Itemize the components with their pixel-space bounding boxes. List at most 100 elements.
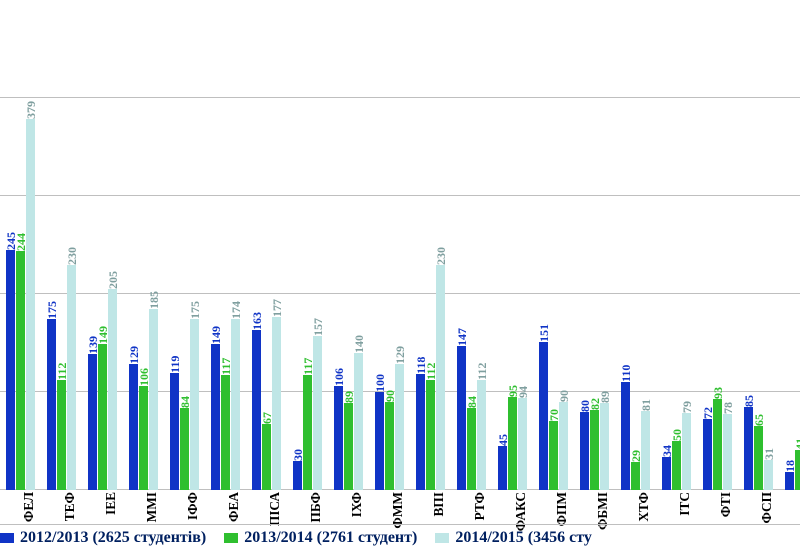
bar-value-label: 149 bbox=[210, 326, 222, 344]
bar-value-label: 175 bbox=[46, 301, 58, 319]
bar-value-label: 112 bbox=[425, 363, 437, 380]
bar-value-label: 29 bbox=[630, 450, 642, 462]
legend-swatch bbox=[0, 533, 14, 543]
bar: 117 bbox=[221, 375, 230, 490]
bar: 29 bbox=[631, 462, 640, 490]
bar: 140 bbox=[354, 353, 363, 490]
bar-group: 184161 bbox=[779, 0, 800, 490]
legend-item: 2013/2014 (2761 студент) bbox=[224, 529, 417, 547]
bar: 119 bbox=[170, 373, 179, 490]
bar-groups: 2452443791751122301391492051291061851198… bbox=[0, 0, 800, 490]
category-label: ФЕА bbox=[226, 492, 242, 522]
bar-group: 1517090 bbox=[533, 0, 574, 490]
bar: 90 bbox=[559, 402, 568, 490]
category-label: РТФ bbox=[472, 492, 488, 520]
bar-value-label: 157 bbox=[312, 318, 324, 336]
bar: 30 bbox=[293, 461, 302, 490]
bar: 230 bbox=[436, 265, 445, 490]
legend-label: 2014/2015 (3456 сту bbox=[455, 529, 592, 547]
category-label: ФЕЛ bbox=[21, 492, 37, 522]
bar: 245 bbox=[6, 250, 15, 490]
bar: 50 bbox=[672, 441, 681, 490]
bar: 177 bbox=[272, 317, 281, 490]
bar-group: 1102981 bbox=[615, 0, 656, 490]
bar: 89 bbox=[600, 403, 609, 490]
bar: 117 bbox=[303, 375, 312, 490]
bar: 84 bbox=[467, 408, 476, 490]
bar: 175 bbox=[47, 319, 56, 491]
bar-value-label: 45 bbox=[497, 434, 509, 446]
bar-value-label: 81 bbox=[640, 399, 652, 411]
bar-value-label: 65 bbox=[753, 414, 765, 426]
bar-value-label: 230 bbox=[66, 247, 78, 265]
bar: 90 bbox=[385, 402, 394, 490]
bar: 149 bbox=[98, 344, 107, 490]
category-label: ФСП bbox=[759, 492, 775, 523]
bar-group: 118112230 bbox=[410, 0, 451, 490]
bar-value-label: 129 bbox=[394, 346, 406, 364]
category-label: ПІСА bbox=[267, 492, 283, 526]
bar: 139 bbox=[88, 354, 97, 490]
category-label: ФТІ bbox=[718, 492, 734, 517]
bar-group: 856531 bbox=[738, 0, 779, 490]
bar-value-label: 94 bbox=[517, 386, 529, 398]
legend-swatch bbox=[224, 533, 238, 543]
legend-label: 2012/2013 (2625 студентів) bbox=[20, 529, 206, 547]
legend-swatch bbox=[435, 533, 449, 543]
bar-value-label: 90 bbox=[384, 390, 396, 402]
legend-label: 2013/2014 (2761 студент) bbox=[244, 529, 417, 547]
bar-value-label: 379 bbox=[25, 101, 37, 119]
bar-value-label: 244 bbox=[15, 233, 27, 251]
bar: 81 bbox=[641, 411, 650, 490]
bar-value-label: 185 bbox=[148, 291, 160, 309]
bar: 45 bbox=[498, 446, 507, 490]
bar-group: 175112230 bbox=[41, 0, 82, 490]
bar-value-label: 85 bbox=[743, 395, 755, 407]
bar: 118 bbox=[416, 374, 425, 490]
category-label: ФПМ bbox=[554, 492, 570, 526]
bar-value-label: 84 bbox=[179, 396, 191, 408]
bar-value-label: 119 bbox=[169, 356, 181, 373]
bar-value-label: 93 bbox=[712, 387, 724, 399]
bar-group: 30117 157 bbox=[287, 0, 328, 490]
bar-group: 808289 bbox=[574, 0, 615, 490]
bar: 67 bbox=[262, 424, 271, 490]
bar: 163 bbox=[252, 330, 261, 490]
bar-value-label: 129 bbox=[128, 346, 140, 364]
bar-value-label: 41 bbox=[794, 438, 800, 450]
bar: 95 bbox=[508, 397, 517, 490]
bar-value-label: 72 bbox=[702, 407, 714, 419]
bar-value-label: 110 bbox=[620, 365, 632, 382]
category-axis: ФЕЛТЕФІЕЕММІІФФФЕАПІСАПБФІХФФММВПІРТФФАК… bbox=[0, 490, 800, 520]
bar-value-label: 175 bbox=[189, 301, 201, 319]
bar: 175 bbox=[190, 319, 199, 491]
bar: 79 bbox=[682, 413, 691, 490]
bar-value-label: 30 bbox=[292, 449, 304, 461]
bar: 230 bbox=[67, 265, 76, 490]
bar: 84 bbox=[180, 408, 189, 490]
bar-value-label: 18 bbox=[784, 460, 796, 472]
category-label: ММІ bbox=[144, 492, 160, 522]
grouped-bar-chart: 2452443791751122301391492051291061851198… bbox=[0, 0, 800, 550]
bar-group: 16367177 bbox=[246, 0, 287, 490]
bar: 34 bbox=[662, 457, 671, 490]
bar: 174 bbox=[231, 319, 240, 490]
bar-value-label: 112 bbox=[56, 363, 68, 380]
category-label: ПБФ bbox=[308, 492, 324, 522]
bar-group: 10689140 bbox=[328, 0, 369, 490]
category-label: ХТФ bbox=[636, 492, 652, 522]
bar: 112 bbox=[477, 380, 486, 490]
bar-value-label: 106 bbox=[333, 368, 345, 386]
category-label: ІЕЕ bbox=[103, 492, 119, 515]
bar-value-label: 140 bbox=[353, 335, 365, 353]
bar: 72 bbox=[703, 419, 712, 490]
bar-value-label: 84 bbox=[466, 396, 478, 408]
category-label: ІХФ bbox=[349, 492, 365, 517]
bar: 106 bbox=[139, 386, 148, 490]
bar: 41 bbox=[795, 450, 800, 490]
bar-group: 11984175 bbox=[164, 0, 205, 490]
bar-value-label: 163 bbox=[251, 312, 263, 330]
bar: 244 bbox=[16, 251, 25, 490]
bar: 147 bbox=[457, 346, 466, 490]
bar-group: 139149205 bbox=[82, 0, 123, 490]
